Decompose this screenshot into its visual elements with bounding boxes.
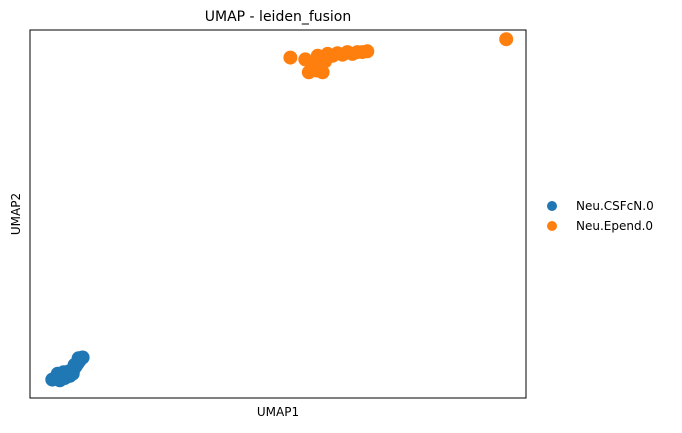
data-point bbox=[318, 54, 333, 69]
chart-title: UMAP - leiden_fusion bbox=[205, 9, 352, 25]
data-point bbox=[315, 65, 330, 80]
y-axis-label: UMAP2 bbox=[9, 193, 23, 235]
data-point bbox=[499, 32, 514, 47]
legend: Neu.CSFcN.0 Neu.Epend.0 bbox=[547, 199, 654, 233]
data-point bbox=[283, 50, 298, 65]
data-point bbox=[71, 351, 86, 366]
legend-label: Neu.CSFcN.0 bbox=[576, 199, 654, 213]
legend-label: Neu.Epend.0 bbox=[576, 219, 653, 233]
plot-frame bbox=[29, 29, 527, 399]
series-1-points bbox=[283, 32, 514, 80]
points-layer bbox=[45, 32, 514, 388]
x-axis-label: UMAP1 bbox=[257, 405, 299, 419]
series-0-points bbox=[45, 350, 90, 388]
data-point bbox=[53, 371, 68, 386]
legend-marker bbox=[547, 201, 557, 211]
data-point bbox=[360, 44, 375, 59]
legend-marker bbox=[547, 221, 557, 231]
